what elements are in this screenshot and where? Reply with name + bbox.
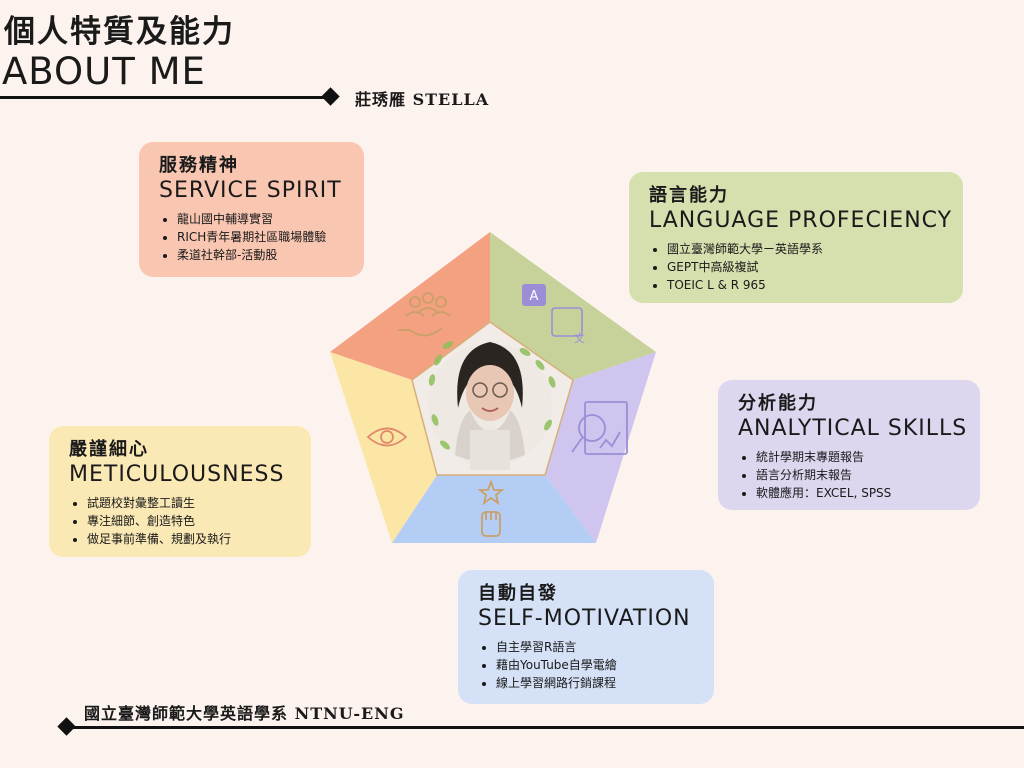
list-item: 藉由YouTube自學電繪 [496,656,700,674]
card-list: 試題校對彙整工讀生 專注細節、創造特色 做足事前準備、規劃及執行 [69,494,297,548]
list-item: 軟體應用：EXCEL, SPSS [756,484,966,502]
list-item: 國立臺灣師範大學ㄧ英語學系 [667,240,949,258]
card-list: 龍山國中輔導實習 RICH青年暑期社區職場體驗 柔道社幹部-活動股 [159,210,350,264]
page-title-en: ABOUT ME [2,50,206,93]
card-title-zh: 分析能力 [738,393,818,414]
segment-language [490,232,656,380]
report-magnifier-icon [571,401,628,455]
card-analytical-skills: 分析能力 ANALYTICAL SKILLS 統計學期末專題報告 語言分析期末報… [718,380,980,510]
card-list: 國立臺灣師範大學ㄧ英語學系 GEPT中高級複試 TOEIC L & R 965 [649,240,949,294]
header-divider [0,96,330,99]
card-language-proficiency: 語言能力 LANGUAGE PROFECIENCY 國立臺灣師範大學ㄧ英語學系 … [629,172,963,303]
list-item: GEPT中高級複試 [667,258,949,276]
list-item: 語言分析期末報告 [756,466,966,484]
card-title-zh: 服務精神 [159,155,239,176]
card-title-zh: 自動自發 [478,583,558,604]
card-meticulousness: 嚴謹細心 METICULOUSNESS 試題校對彙整工讀生 專注細節、創造特色 … [49,426,311,557]
list-item: 柔道社幹部-活動股 [177,246,350,264]
card-title-en: SERVICE SPIRIT [159,178,342,203]
star-fist-icon [477,479,505,537]
card-title-zh: 語言能力 [649,185,729,206]
list-item: 試題校對彙整工讀生 [87,494,297,512]
card-title-en: ANALYTICAL SKILLS [738,416,968,441]
list-item: 做足事前準備、規劃及執行 [87,530,297,548]
list-item: 自主學習R語言 [496,638,700,656]
translate-icon: A 文 [522,284,585,345]
card-title-en: METICULOUSNESS [69,462,285,487]
card-service-spirit: 服務精神 SERVICE SPIRIT 龍山國中輔導實習 RICH青年暑期社區職… [139,142,364,277]
list-item: 線上學習網路行銷課程 [496,674,700,692]
leaf-decoration [428,341,556,450]
list-item: TOEIC L & R 965 [667,276,949,294]
people-hand-icon [398,292,451,337]
segment-motivation [392,475,596,543]
footer-divider [66,726,1024,729]
list-item: 龍山國中輔導實習 [177,210,350,228]
card-list: 自主學習R語言 藉由YouTube自學電繪 線上學習網路行銷課程 [478,638,700,692]
eye-icon [366,427,408,447]
list-item: 統計學期末專題報告 [756,448,966,466]
segment-meticulous [330,352,437,543]
author-name: 莊琇雁 STELLA [355,90,490,109]
card-title-en: LANGUAGE PROFECIENCY [649,208,953,233]
page-title-zh: 個人特質及能力 [4,14,235,50]
list-item: RICH青年暑期社區職場體驗 [177,228,350,246]
card-self-motivation: 自動自發 SELF-MOTIVATION 自主學習R語言 藉由YouTube自學… [458,570,714,704]
school-name: 國立臺灣師範大學英語學系 NTNU-ENG [84,704,405,723]
card-list: 統計學期末專題報告 語言分析期末報告 軟體應用：EXCEL, SPSS [738,448,966,502]
list-item: 專注細節、創造特色 [87,512,297,530]
portrait-photo [428,342,552,470]
svg-text:文: 文 [574,331,585,345]
card-title-zh: 嚴謹細心 [69,439,149,460]
svg-text:A: A [530,289,539,304]
card-title-en: SELF-MOTIVATION [478,606,691,631]
